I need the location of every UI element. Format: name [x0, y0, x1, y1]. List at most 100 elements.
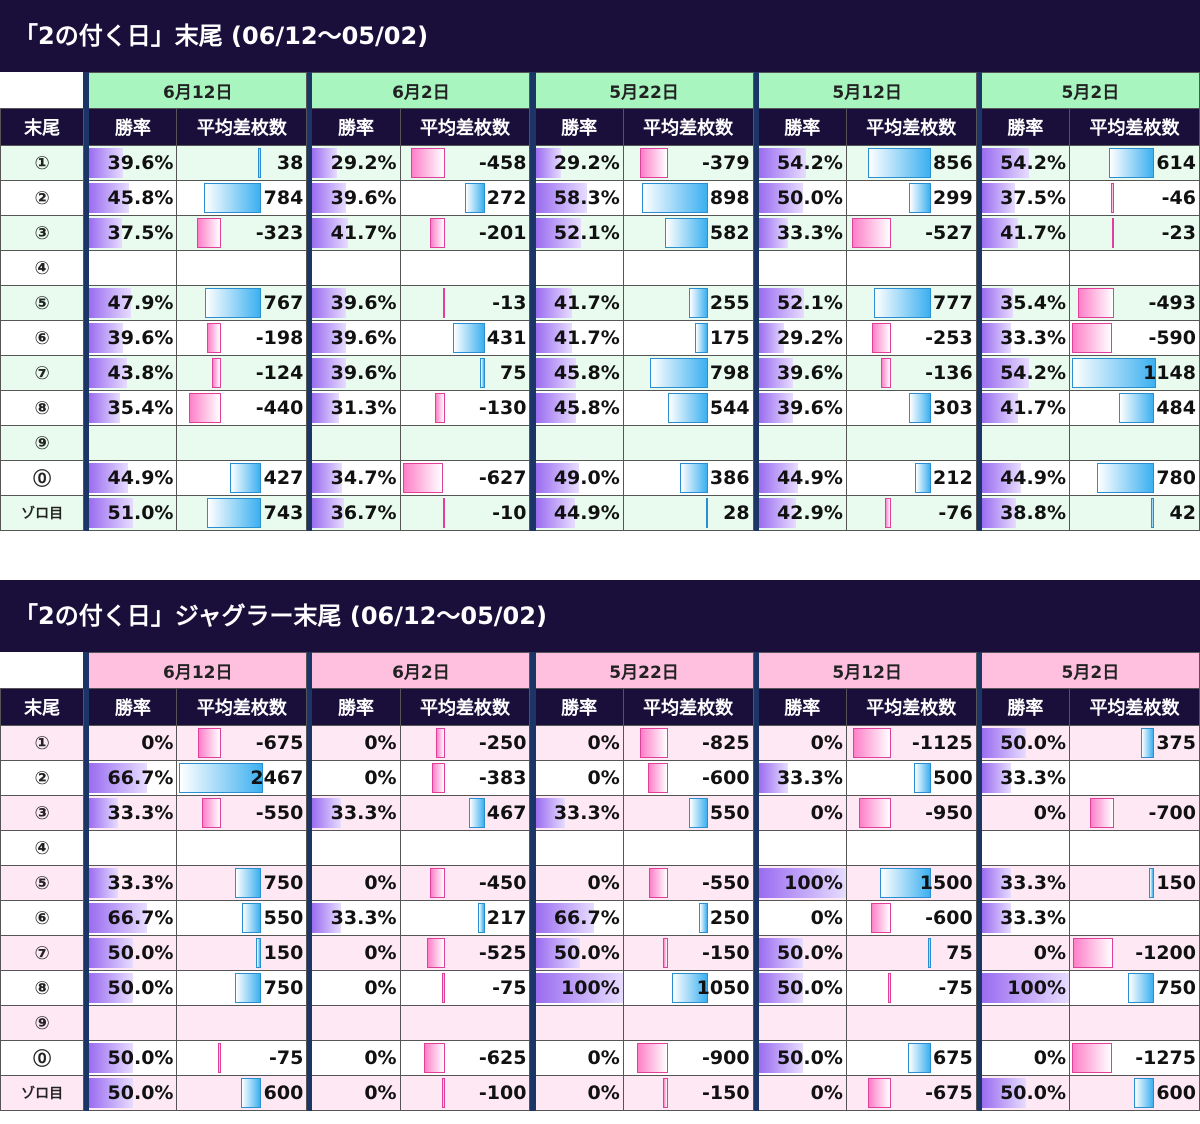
- avg-diff-value: -13: [492, 292, 527, 314]
- win-rate-value: 41.7%: [553, 327, 620, 349]
- win-rate-cell: 37.5%: [980, 180, 1070, 216]
- win-rate-bar: [759, 218, 788, 248]
- avg-diff-value: -625: [478, 1047, 527, 1069]
- tail-label: ゾロ目: [0, 1075, 85, 1111]
- win-rate-bar: [982, 763, 1011, 793]
- positive-diff-bar: [1108, 148, 1154, 178]
- win-rate-cell: 41.7%: [980, 390, 1070, 426]
- win-rate-bar: [982, 728, 1026, 758]
- win-rate-value: 0%: [810, 907, 843, 929]
- win-rate-bar: [536, 463, 579, 493]
- negative-diff-bar: [1110, 183, 1114, 213]
- avg-diff-value: 600: [263, 1082, 304, 1104]
- win-rate-bar: [89, 1043, 134, 1073]
- avg-diff-cell: 386: [622, 460, 754, 496]
- avg-diff-cell: [1068, 425, 1200, 461]
- win-rate-bar: [89, 763, 148, 793]
- win-rate-value: 39.6%: [776, 362, 843, 384]
- win-rate-cell: 0%: [980, 935, 1070, 971]
- date-header: 6月2日: [311, 72, 531, 109]
- win-rate-value: 0%: [364, 977, 397, 999]
- avg-diff-cell: 614: [1068, 145, 1200, 181]
- table-row: ゾロ目 51.0% 743 36.7% -10 44.9% 28 42.9% -76 38.8% 4…: [0, 495, 1200, 531]
- tail-stats-table: 6月12日 6月2日 5月22日 5月12日 5月2日 末尾 勝率 平均差枚数 勝率 平均差枚数勝…: [0, 72, 1200, 531]
- win-rate-bar: [982, 868, 1011, 898]
- negative-diff-bar: [202, 798, 222, 828]
- win-rate-cell: 50.0%: [88, 970, 178, 1006]
- win-rate-cell: [534, 425, 624, 461]
- avg-diff-value: 750: [263, 977, 304, 999]
- win-rate-bar: [982, 1078, 1026, 1108]
- positive-diff-bar: [468, 798, 485, 828]
- win-rate-value: 0%: [587, 1082, 620, 1104]
- avg-diff-header: 平均差枚数: [176, 108, 308, 146]
- corner-cell: [0, 652, 84, 689]
- win-rate-value: 100%: [784, 872, 843, 894]
- win-rate-cell: 34.7%: [311, 460, 401, 496]
- avg-diff-value: -675: [925, 1082, 973, 1104]
- positive-diff-bar: [649, 358, 708, 388]
- win-rate-bar: [759, 148, 806, 178]
- avg-diff-cell: 303: [845, 390, 977, 426]
- win-rate-header: 勝率: [980, 688, 1070, 726]
- win-rate-cell: 50.0%: [757, 180, 847, 216]
- win-rate-cell: 66.7%: [88, 900, 178, 936]
- win-rate-value: 39.6%: [330, 327, 397, 349]
- win-rate-cell: 39.6%: [757, 355, 847, 391]
- win-rate-cell: 43.8%: [88, 355, 178, 391]
- win-rate-cell: 33.3%: [980, 320, 1070, 356]
- tail-label: ⓪: [0, 460, 85, 496]
- avg-diff-cell: 600: [176, 1075, 308, 1111]
- tail-label: ④: [0, 250, 85, 286]
- positive-diff-bar: [908, 393, 931, 423]
- negative-diff-bar: [870, 903, 891, 933]
- avg-diff-cell: -1200: [1068, 935, 1200, 971]
- avg-diff-cell: 675: [845, 1040, 977, 1076]
- positive-diff-bar: [688, 798, 708, 828]
- win-rate-cell: 51.0%: [88, 495, 178, 531]
- avg-diff-cell: -124: [176, 355, 308, 391]
- tail-label: ⑧: [0, 970, 85, 1006]
- win-rate-cell: 100%: [534, 970, 624, 1006]
- avg-diff-cell: [176, 1005, 308, 1041]
- table-row: ① 39.6% 38 29.2% -458 29.2% -379 54.2% 856 54.2% 6…: [0, 145, 1200, 181]
- positive-diff-bar: [479, 358, 485, 388]
- win-rate-bar: [536, 973, 623, 1003]
- avg-diff-value: 28: [723, 502, 750, 524]
- win-rate-value: 66.7%: [553, 907, 620, 929]
- win-rate-cell: 0%: [980, 795, 1070, 831]
- win-rate-value: 0%: [364, 732, 397, 754]
- avg-diff-cell: 38: [176, 145, 308, 181]
- avg-diff-cell: -1125: [845, 725, 977, 761]
- avg-diff-value: 250: [709, 907, 750, 929]
- negative-diff-bar: [198, 728, 222, 758]
- avg-diff-cell: 743: [176, 495, 308, 531]
- table-row: ② 45.8% 784 39.6% 272 58.3% 898 50.0% 299 37.5% -4…: [0, 180, 1200, 216]
- negative-diff-bar: [1077, 288, 1114, 318]
- win-rate-cell: 66.7%: [88, 760, 178, 796]
- avg-diff-cell: 544: [622, 390, 754, 426]
- win-rate-value: 33.3%: [776, 222, 843, 244]
- win-rate-value: 29.2%: [330, 152, 397, 174]
- win-rate-value: 35.4%: [107, 397, 174, 419]
- avg-diff-cell: -136: [845, 355, 977, 391]
- win-rate-value: 45.8%: [553, 362, 620, 384]
- avg-diff-value: -450: [478, 872, 527, 894]
- positive-diff-bar: [179, 763, 264, 793]
- tail-label: ⑨: [0, 1005, 85, 1041]
- avg-diff-header: 平均差枚数: [622, 108, 754, 146]
- win-rate-bar: [89, 218, 123, 248]
- avg-diff-value: -124: [255, 362, 304, 384]
- win-rate-cell: 54.2%: [757, 145, 847, 181]
- positive-diff-bar: [927, 938, 931, 968]
- avg-diff-cell: -900: [622, 1040, 754, 1076]
- negative-diff-bar: [434, 393, 445, 423]
- section-tail-all: 「2の付く日」末尾 (06/12〜05/02) 6月12日 6月2日 5月22日 5月…: [0, 0, 1200, 531]
- avg-diff-cell: 1050: [622, 970, 754, 1006]
- avg-diff-cell: [845, 830, 977, 866]
- avg-diff-value: -136: [925, 362, 973, 384]
- win-rate-cell: 0%: [311, 865, 401, 901]
- win-rate-value: 44.9%: [1000, 467, 1066, 489]
- avg-diff-value: -383: [478, 767, 527, 789]
- win-rate-cell: [980, 250, 1070, 286]
